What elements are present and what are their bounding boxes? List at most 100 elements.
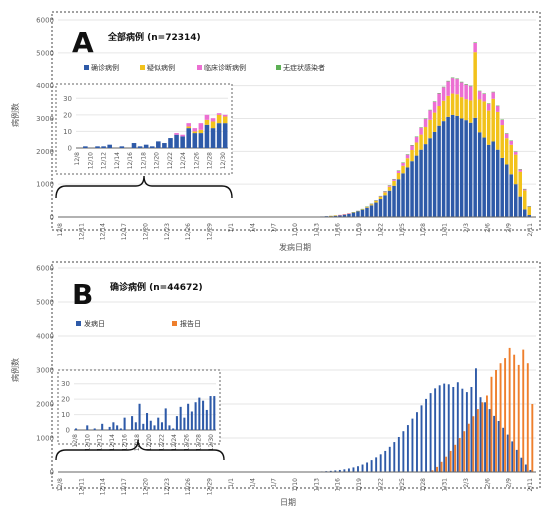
inset-x-tick-label: 12/12	[101, 152, 108, 169]
bar-onset	[379, 454, 382, 472]
inset-bar-segment	[192, 133, 198, 148]
x-tick-label: 1/25	[399, 478, 406, 492]
bar-report	[449, 450, 452, 472]
bar-segment	[378, 196, 383, 197]
bar-onset	[411, 418, 414, 472]
inset-bar-segment	[101, 146, 106, 148]
inset-bar-segment	[107, 144, 112, 148]
inset-bar	[209, 396, 212, 430]
inset-bar-segment	[216, 123, 222, 148]
y-tick-label: 3000	[36, 115, 54, 123]
bar-onset	[520, 457, 523, 472]
bar-segment	[392, 180, 396, 186]
legend-swatch	[172, 321, 177, 326]
bar-onset	[511, 441, 514, 472]
bar-report	[472, 416, 475, 472]
bar-segment	[522, 209, 527, 217]
bar-segment	[396, 173, 401, 180]
bar-segment	[432, 112, 437, 132]
y-tick-label: 4000	[36, 333, 54, 341]
bar-segment	[504, 164, 509, 217]
bar-report	[481, 402, 484, 472]
bar-segment	[495, 105, 500, 107]
bar-segment	[333, 215, 338, 216]
panel-b-inset-x-ticks: 12/8 12/10 12/12 12/14 12/16 12/18 12/20 12/22 1…	[72, 434, 215, 451]
inset-bar-segment	[222, 123, 228, 148]
inset-bar	[134, 422, 137, 430]
inset-y-tick-label: 0	[66, 427, 70, 435]
bar-segment	[441, 86, 446, 88]
inset-bar-segment	[174, 133, 179, 135]
bar-segment	[509, 140, 513, 141]
panel-b-y-axis-label: 病例数	[10, 358, 20, 382]
bar-segment	[387, 185, 392, 187]
y-tick-label: 4000	[36, 82, 54, 90]
bar-onset	[465, 392, 468, 472]
bar-segment	[396, 170, 401, 171]
bar-segment	[455, 79, 459, 95]
bar-report	[499, 363, 502, 472]
bar-onset	[502, 427, 505, 472]
bar-segment	[504, 133, 509, 139]
x-tick-label: 2/3	[463, 478, 470, 488]
bar-segment	[473, 42, 477, 53]
bar-segment	[396, 170, 401, 174]
bar-segment	[401, 165, 405, 174]
inset-bar-segment	[143, 144, 149, 148]
bar-onset	[361, 464, 364, 472]
x-tick-label: 12/11	[78, 478, 85, 495]
x-tick-label: 12/14	[100, 223, 107, 240]
bar-segment	[468, 100, 473, 123]
x-tick-label: 2/11	[527, 223, 534, 237]
bar-segment	[432, 101, 437, 102]
inset-bar-segment	[180, 136, 185, 148]
inset-x-tick-label: 12/26	[183, 434, 190, 451]
inset-x-tick-label: 12/24	[180, 152, 187, 169]
x-tick-label: 12/20	[142, 223, 149, 240]
bar-segment	[509, 144, 513, 175]
inset-bar-segment	[162, 143, 167, 148]
bar-report	[436, 466, 438, 472]
x-tick-label: 1/22	[377, 478, 384, 492]
bar-segment	[410, 145, 414, 146]
inset-bar	[179, 406, 182, 430]
bar-segment	[392, 178, 396, 180]
x-tick-label: 12/17	[121, 478, 128, 495]
bar-segment	[518, 171, 522, 197]
legend-swatch	[76, 321, 81, 326]
inset-x-tick-label: 12/10	[87, 152, 94, 169]
panel-b-title: 确诊病例 (n=44672)	[110, 281, 203, 293]
inset-bar	[198, 397, 201, 430]
bar-segment	[428, 109, 432, 111]
bar-segment	[351, 212, 356, 217]
bar-segment	[396, 179, 401, 217]
x-tick-label: 1/16	[335, 223, 342, 237]
bar-onset	[420, 405, 423, 472]
x-tick-label: 1/22	[377, 223, 384, 237]
bar-segment	[482, 101, 486, 138]
bar-onset	[384, 450, 387, 472]
bar-report	[531, 404, 534, 472]
x-tick-label: 2/6	[484, 223, 491, 233]
bar-report	[495, 370, 497, 472]
bar-report	[431, 470, 434, 472]
panel-a-y-ticks: 0 1000 2000 3000 4000 5000 6000	[36, 17, 54, 222]
bar-segment	[338, 215, 342, 217]
bar-segment	[378, 195, 383, 197]
bar-segment	[383, 195, 387, 217]
x-tick-label: 12/8	[57, 478, 64, 492]
bar-segment	[441, 87, 446, 101]
bar-segment	[405, 154, 410, 159]
bar-onset	[488, 409, 491, 472]
bar-onset	[475, 368, 477, 472]
inset-y-tick-label: 0	[68, 145, 72, 153]
inset-x-tick-label: 12/14	[114, 152, 121, 169]
legend-label: 发病日	[84, 319, 105, 328]
inset-bar-segment	[131, 143, 137, 148]
panel-a-letter: A	[72, 26, 94, 59]
x-tick-label: 1/28	[420, 223, 427, 237]
bar-segment	[500, 125, 504, 158]
bar-segment	[486, 144, 491, 217]
x-tick-label: 1/31	[442, 478, 449, 492]
inset-bar	[157, 417, 160, 430]
